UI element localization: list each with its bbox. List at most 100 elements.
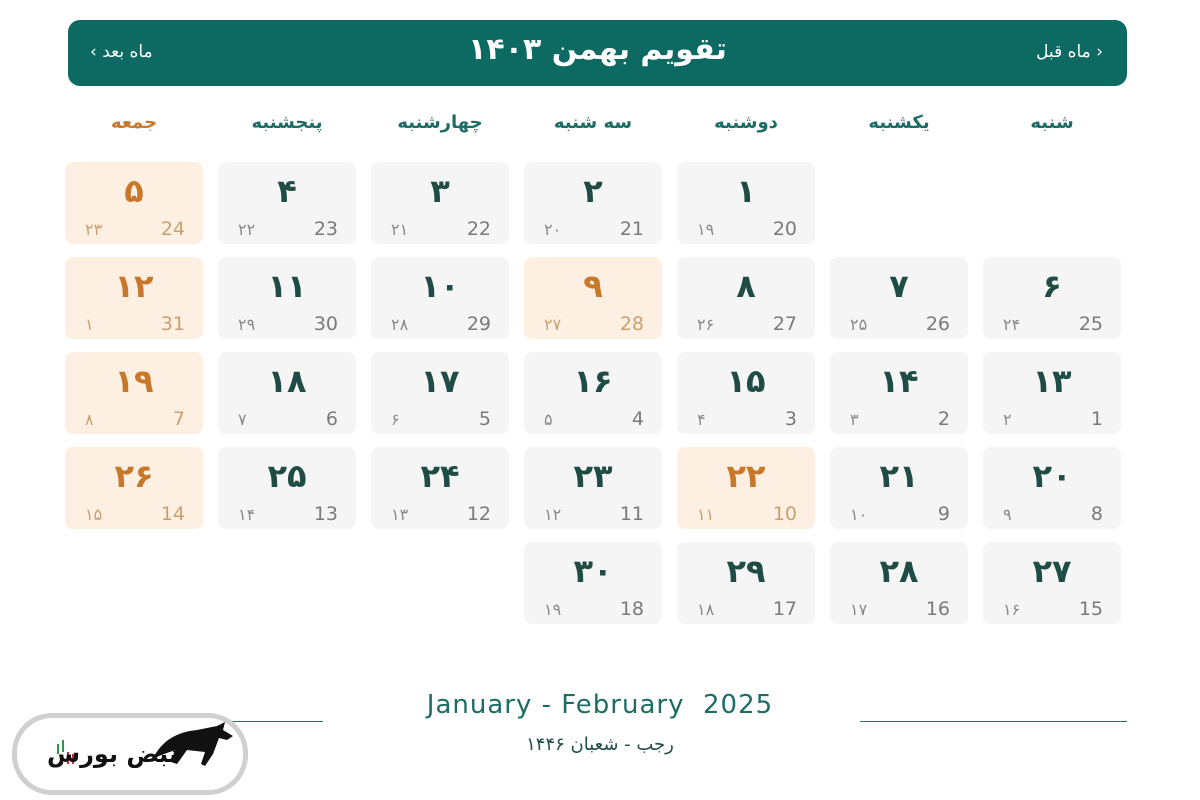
day-cell[interactable]: ۲۸ 16 ۱۷ <box>830 542 968 624</box>
gregorian-date: 7 <box>172 408 185 430</box>
day-number: ۲۴ <box>420 457 460 495</box>
day-cell[interactable]: ۲۴ 12 ۱۳ <box>371 447 509 529</box>
gregorian-date: 28 <box>619 313 644 335</box>
hijri-date: ۲۰ <box>544 220 562 239</box>
day-cell[interactable]: ۲۱ 9 ۱۰ <box>830 447 968 529</box>
hijri-date: ۱۵ <box>85 505 103 524</box>
hijri-date: ۲۴ <box>1003 315 1021 334</box>
gregorian-date: 17 <box>772 598 797 620</box>
day-cell[interactable]: ۱۲ 31 ۱ <box>65 257 203 339</box>
day-cell[interactable]: ۱۰ 29 ۲۸ <box>371 257 509 339</box>
gregorian-date: 14 <box>160 503 185 525</box>
day-number: ۲۱ <box>879 457 919 495</box>
hijri-date: ۱۸ <box>697 600 715 619</box>
day-number: ۵ <box>124 172 144 210</box>
hijri-date: ۲۸ <box>391 315 409 334</box>
day-number: ۲۵ <box>267 457 307 495</box>
day-cell[interactable]: ۸ 27 ۲۶ <box>677 257 815 339</box>
day-cell[interactable]: ۱۴ 2 ۳ <box>830 352 968 434</box>
footer-divider-right <box>860 721 1127 722</box>
weekday-header: شنبه <box>1030 112 1074 133</box>
day-number: ۲۷ <box>1032 552 1072 590</box>
day-cell[interactable]: ۱۵ 3 ۴ <box>677 352 815 434</box>
day-cell[interactable]: ۲۳ 11 ۱۲ <box>524 447 662 529</box>
hijri-date: ۱۷ <box>850 600 868 619</box>
gregorian-date: 4 <box>631 408 644 430</box>
day-number: ۱۷ <box>420 362 460 400</box>
day-cell[interactable]: ۱۷ 5 ۶ <box>371 352 509 434</box>
gregorian-date: 22 <box>466 218 491 240</box>
day-cell[interactable]: ۳۰ 18 ۱۹ <box>524 542 662 624</box>
day-number: ۲۶ <box>114 457 154 495</box>
previous-month-button[interactable]: ‹ ماه قبل <box>1036 42 1103 62</box>
hijri-date: ۳ <box>850 410 859 429</box>
gregorian-date: 9 <box>937 503 950 525</box>
day-number: ۲۸ <box>879 552 919 590</box>
day-cell[interactable]: ۲ 21 ۲۰ <box>524 162 662 244</box>
day-cell[interactable]: ۱۹ 7 ۸ <box>65 352 203 434</box>
weekday-header: دوشنبه <box>714 112 778 133</box>
day-cell[interactable]: ۱ 20 ۱۹ <box>677 162 815 244</box>
gregorian-date: 25 <box>1078 313 1103 335</box>
day-cell[interactable]: ۲۹ 17 ۱۸ <box>677 542 815 624</box>
weekday-header: پنجشنبه <box>251 112 323 133</box>
hijri-date: ۲۱ <box>391 220 409 239</box>
gregorian-date: 27 <box>772 313 797 335</box>
day-cell[interactable]: ۹ 28 ۲۷ <box>524 257 662 339</box>
gregorian-date: 1 <box>1090 408 1103 430</box>
logo-text: نبض بورس <box>47 740 178 768</box>
day-number: ۱۰ <box>420 267 460 305</box>
day-cell[interactable]: ۷ 26 ۲۵ <box>830 257 968 339</box>
hijri-date: ۱۱ <box>697 505 715 524</box>
gregorian-date: 20 <box>772 218 797 240</box>
weekday-header: جمعه <box>110 112 158 133</box>
footer-divider-left <box>208 721 323 722</box>
day-cell[interactable]: ۲۶ 14 ۱۵ <box>65 447 203 529</box>
next-month-button[interactable]: ماه بعد › <box>90 42 153 62</box>
day-number: ۳۰ <box>573 552 613 590</box>
day-number: ۱۲ <box>114 267 154 305</box>
hijri-date: ۷ <box>238 410 247 429</box>
hijri-date: ۸ <box>85 410 94 429</box>
gregorian-date: 21 <box>619 218 644 240</box>
day-cell[interactable]: ۱۶ 4 ۵ <box>524 352 662 434</box>
day-cell[interactable]: ۲۰ 8 ۹ <box>983 447 1121 529</box>
day-number: ۶ <box>1042 267 1062 305</box>
hijri-date: ۱۲ <box>544 505 562 524</box>
hijri-date: ۱۹ <box>544 600 562 619</box>
gregorian-date: 24 <box>160 218 185 240</box>
day-number: ۱۳ <box>1032 362 1072 400</box>
gregorian-date: 23 <box>313 218 338 240</box>
day-number: ۲۹ <box>726 552 766 590</box>
day-cell[interactable]: ۳ 22 ۲۱ <box>371 162 509 244</box>
day-number: ۱۹ <box>114 362 154 400</box>
day-cell[interactable]: ۶ 25 ۲۴ <box>983 257 1121 339</box>
gregorian-date: 18 <box>619 598 644 620</box>
day-number: ۱ <box>736 172 756 210</box>
gregorian-date: 8 <box>1090 503 1103 525</box>
gregorian-date: 29 <box>466 313 491 335</box>
day-number: ۱۴ <box>879 362 919 400</box>
hijri-date: ۱۰ <box>850 505 868 524</box>
day-cell[interactable]: ۱۱ 30 ۲۹ <box>218 257 356 339</box>
day-cell[interactable]: ۴ 23 ۲۲ <box>218 162 356 244</box>
hijri-date: ۱ <box>85 315 94 334</box>
page-title: تقویم بهمن ۱۴۰۳ <box>468 32 727 67</box>
day-number: ۲۲ <box>726 457 766 495</box>
calendar-header: ماه بعد › تقویم بهمن ۱۴۰۳ ‹ ماه قبل <box>68 20 1127 86</box>
gregorian-date: 12 <box>466 503 491 525</box>
day-cell[interactable]: ۱۳ 1 ۲ <box>983 352 1121 434</box>
day-number: ۲ <box>583 172 603 210</box>
hijri-date: ۲۶ <box>697 315 715 334</box>
day-cell[interactable]: ۲۷ 15 ۱۶ <box>983 542 1121 624</box>
day-number: ۱۱ <box>267 267 307 305</box>
day-cell[interactable]: ۲۵ 13 ۱۴ <box>218 447 356 529</box>
gregorian-date: 6 <box>325 408 338 430</box>
day-cell[interactable]: ۱۸ 6 ۷ <box>218 352 356 434</box>
logo: نبض بورس <box>12 713 248 795</box>
day-cell[interactable]: ۲۲ 10 ۱۱ <box>677 447 815 529</box>
day-cell[interactable]: ۵ 24 ۲۳ <box>65 162 203 244</box>
gregorian-date: 3 <box>784 408 797 430</box>
day-number: ۷ <box>889 267 909 305</box>
hijri-date: ۵ <box>544 410 553 429</box>
